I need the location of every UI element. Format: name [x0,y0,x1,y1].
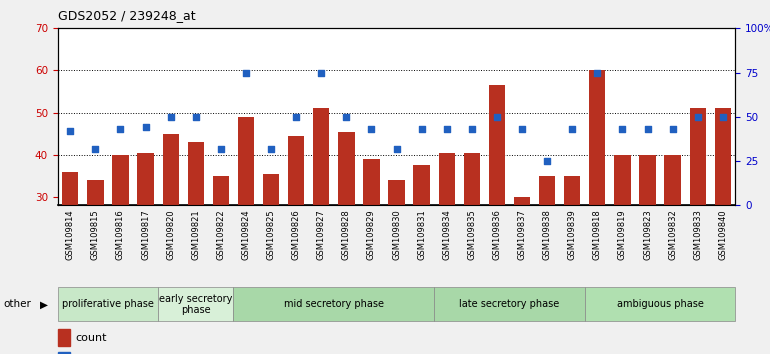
Text: GSM109833: GSM109833 [693,209,702,260]
Text: GSM109831: GSM109831 [417,209,426,260]
Bar [439,153,455,205]
Text: GSM109838: GSM109838 [543,209,551,260]
Text: GSM109820: GSM109820 [166,209,176,260]
Text: GSM109818: GSM109818 [593,209,602,260]
Text: GSM109825: GSM109825 [266,209,276,260]
FancyBboxPatch shape [158,287,233,321]
Text: mid secretory phase: mid secretory phase [284,299,383,309]
Bar [112,155,129,205]
FancyBboxPatch shape [434,287,584,321]
Bar [614,155,631,205]
Bar [58,329,70,346]
Bar [137,153,154,205]
Point [516,126,528,132]
Point [89,146,102,152]
Text: GSM109817: GSM109817 [141,209,150,260]
Text: GSM109837: GSM109837 [517,209,527,260]
Text: GSM109835: GSM109835 [467,209,477,260]
Point [215,146,227,152]
Point [566,126,578,132]
Text: GSM109839: GSM109839 [567,209,577,260]
Text: GSM109814: GSM109814 [65,209,75,260]
Bar [58,352,70,354]
Point [616,126,628,132]
Bar [639,155,656,205]
FancyBboxPatch shape [233,287,434,321]
Bar [514,197,531,205]
Text: GSM109819: GSM109819 [618,209,627,260]
FancyBboxPatch shape [58,287,158,321]
Bar [589,70,605,205]
Bar [539,176,555,205]
Bar [690,108,706,205]
Text: count: count [75,333,107,343]
Bar [665,155,681,205]
Text: GSM109823: GSM109823 [643,209,652,260]
Bar [338,132,354,205]
Bar [162,134,179,205]
Bar [363,159,380,205]
Text: GSM109821: GSM109821 [191,209,200,260]
Point [315,70,327,75]
Bar [238,117,254,205]
Point [189,114,202,120]
Text: GSM109830: GSM109830 [392,209,401,260]
Point [466,126,478,132]
Text: GSM109828: GSM109828 [342,209,351,260]
Bar [263,174,280,205]
Text: GSM109815: GSM109815 [91,209,100,260]
Text: late secretory phase: late secretory phase [460,299,560,309]
Point [114,126,126,132]
Bar [564,176,581,205]
Point [165,114,177,120]
Point [64,128,76,134]
Point [591,70,604,75]
Bar [464,153,480,205]
Point [390,146,403,152]
Text: GDS2052 / 239248_at: GDS2052 / 239248_at [58,9,196,22]
Text: early secretory
phase: early secretory phase [159,293,233,315]
Point [265,146,277,152]
Point [541,158,554,164]
Bar [188,142,204,205]
Bar [313,108,330,205]
Text: proliferative phase: proliferative phase [62,299,154,309]
Point [340,114,353,120]
Bar [413,165,430,205]
Point [290,114,303,120]
Point [717,114,729,120]
FancyBboxPatch shape [584,287,735,321]
Bar [288,136,304,205]
Point [641,126,654,132]
Text: GSM109840: GSM109840 [718,209,728,260]
Point [139,125,152,130]
Bar [62,172,79,205]
Text: GSM109834: GSM109834 [442,209,451,260]
Text: GSM109826: GSM109826 [292,209,300,260]
Text: GSM109827: GSM109827 [316,209,326,260]
Point [239,70,252,75]
Text: GSM109822: GSM109822 [216,209,226,260]
Text: other: other [4,299,32,309]
Text: ▶: ▶ [40,299,48,309]
Text: ambiguous phase: ambiguous phase [617,299,704,309]
Bar [87,180,103,205]
Bar [388,180,405,205]
Point [416,126,428,132]
Text: GSM109829: GSM109829 [367,209,376,260]
Text: GSM109824: GSM109824 [242,209,250,260]
Point [490,114,503,120]
Text: GSM109832: GSM109832 [668,209,677,260]
Point [440,126,453,132]
Point [691,114,704,120]
Bar [489,85,505,205]
Bar [715,108,731,205]
Text: GSM109836: GSM109836 [493,209,501,260]
Bar [213,176,229,205]
Point [667,126,679,132]
Point [365,126,377,132]
Text: GSM109816: GSM109816 [116,209,125,260]
